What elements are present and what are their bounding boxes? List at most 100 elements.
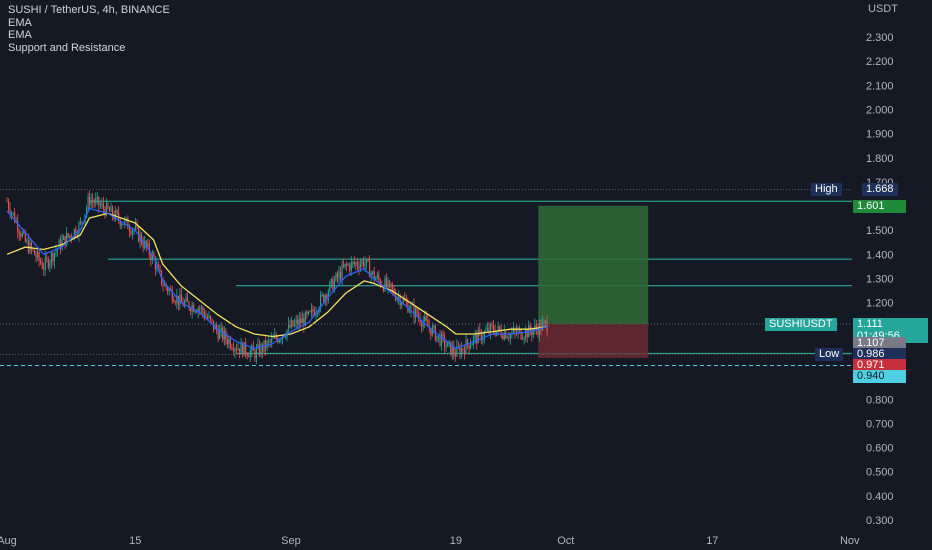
price-tick-label: 2.200: [866, 56, 894, 68]
candle-body: [199, 308, 201, 310]
candle-body: [58, 240, 60, 249]
candle-body: [514, 328, 516, 332]
time-axis[interactable]: Aug 15 Sep 19 Oct 17 Nov: [0, 535, 860, 547]
candle-body: [196, 311, 198, 313]
candle-body: [30, 242, 33, 249]
candle-body: [303, 317, 305, 326]
candle-body: [456, 346, 458, 357]
candle-body: [444, 336, 446, 348]
candle-body: [430, 328, 432, 336]
candle-body: [482, 337, 484, 341]
candle-body: [38, 251, 40, 261]
candle-body: [105, 202, 107, 216]
candle-body: [110, 206, 112, 212]
candle-body: [55, 250, 57, 254]
candle-body: [209, 316, 212, 319]
candle-body: [339, 271, 342, 280]
candle-body: [46, 257, 48, 259]
candle-body: [376, 275, 378, 279]
candle-body: [219, 330, 221, 339]
candle-body: [6, 201, 8, 203]
candle-body: [21, 233, 23, 237]
candle-body: [217, 330, 219, 339]
candle-body: [531, 331, 533, 336]
indicator-support-resistance[interactable]: Support and Resistance: [8, 41, 126, 54]
candle-body: [431, 327, 433, 336]
candle-body: [297, 319, 299, 326]
candle-body: [171, 289, 173, 301]
candle-body: [228, 339, 230, 345]
candle-body: [53, 253, 55, 262]
candle-body: [245, 342, 247, 354]
candle-body: [466, 339, 469, 345]
candle-body: [543, 321, 545, 323]
candle-body: [356, 262, 358, 267]
candle-body: [540, 323, 542, 331]
candle-body: [122, 224, 124, 226]
candle-body: [258, 344, 260, 355]
candle-body: [445, 346, 447, 348]
candle-body: [312, 308, 314, 313]
candle-body: [373, 271, 375, 280]
time-tick-label: 15: [129, 535, 141, 547]
candle-body: [523, 337, 525, 339]
candle-body: [167, 287, 169, 292]
candle-body: [361, 260, 363, 264]
candle-body: [79, 221, 81, 224]
candle-body: [352, 261, 354, 263]
candle-body: [185, 297, 187, 302]
high-value-tag: 1.668: [862, 183, 898, 196]
candle-body: [333, 280, 335, 290]
candle-body: [349, 264, 351, 271]
candle-body: [254, 350, 256, 359]
candle-body: [338, 271, 340, 278]
symbol-title[interactable]: SUSHI / TetherUS, 4h, BINANCE: [8, 4, 170, 16]
candle-body: [208, 316, 210, 319]
candle-body: [343, 265, 345, 267]
candle-body: [134, 225, 137, 230]
candle-body: [27, 240, 29, 253]
candle-body: [488, 327, 490, 333]
candle-body: [346, 263, 348, 266]
target-price-tag: 1.601: [853, 200, 906, 213]
indicator-ema-slow[interactable]: EMA: [8, 29, 32, 41]
candle-body: [492, 325, 495, 332]
candle-body: [96, 196, 98, 199]
price-axis[interactable]: 2.3002.2002.1002.0001.9001.8001.7001.600…: [866, 32, 894, 527]
long-position-tool[interactable]: [538, 205, 649, 358]
candle-body: [145, 240, 147, 247]
loss-zone[interactable]: [538, 324, 649, 358]
candle-body: [112, 206, 114, 216]
candle-body: [335, 273, 337, 281]
profit-zone[interactable]: [538, 205, 649, 325]
candle-body: [425, 316, 427, 321]
candle-body: [287, 323, 290, 330]
price-tick-label: 1.300: [866, 274, 894, 286]
candle-body: [203, 312, 205, 318]
candle-body: [251, 345, 253, 351]
candle-body: [272, 338, 274, 339]
candle-body: [390, 282, 392, 288]
candle-body: [433, 325, 435, 328]
candle-body: [440, 333, 443, 346]
candle-body: [69, 235, 71, 237]
candle-body: [347, 264, 349, 266]
indicator-ema-fast[interactable]: EMA: [8, 16, 32, 29]
candle-body: [116, 210, 118, 213]
candle-body: [323, 294, 325, 302]
candle-body: [427, 320, 429, 327]
candle-body: [257, 344, 259, 349]
candle-body: [73, 229, 75, 238]
stop-price-tag: 0.971: [853, 359, 906, 372]
candle-body: [408, 310, 410, 313]
candle-body: [168, 289, 170, 292]
candle-body: [479, 329, 481, 331]
candle-body: [121, 224, 123, 226]
candle-body: [275, 335, 277, 339]
time-tick-label: 19: [450, 535, 462, 547]
candle-body: [87, 196, 89, 209]
candle-body: [235, 348, 238, 351]
candle-body: [164, 283, 166, 286]
candle-body: [321, 294, 323, 296]
